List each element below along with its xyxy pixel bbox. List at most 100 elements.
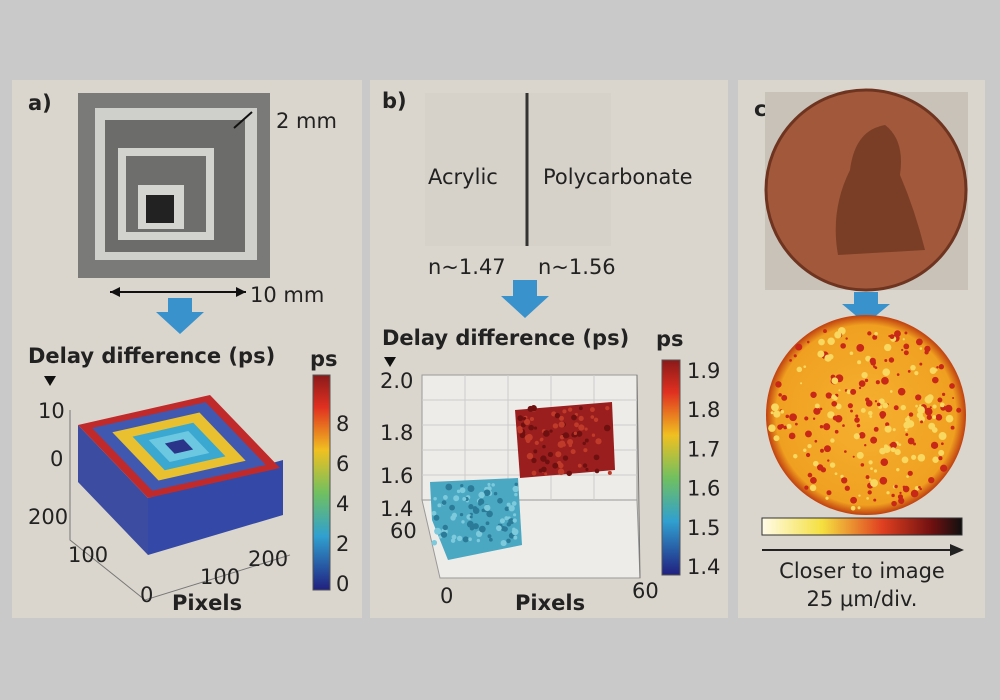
texture <box>807 472 813 478</box>
texture <box>573 431 578 436</box>
texture <box>578 424 585 431</box>
texture <box>511 501 517 506</box>
texture <box>937 397 943 403</box>
texture <box>554 412 561 419</box>
texture <box>930 441 939 449</box>
x-tick-label: 0 <box>440 584 453 608</box>
texture <box>578 415 584 422</box>
texture <box>558 421 565 428</box>
texture <box>956 407 962 413</box>
texture <box>938 456 943 461</box>
texture <box>856 344 865 352</box>
texture <box>431 539 438 546</box>
texture <box>869 357 876 365</box>
texture <box>858 380 866 387</box>
texture <box>500 540 507 547</box>
texture <box>812 417 816 420</box>
texture <box>932 415 937 419</box>
texture <box>857 506 861 510</box>
texture <box>437 503 442 508</box>
texture <box>942 392 946 396</box>
texture <box>533 426 538 430</box>
texture <box>919 347 923 350</box>
texture <box>834 331 842 339</box>
texture <box>910 364 916 371</box>
texture <box>502 526 508 532</box>
texture <box>949 383 955 389</box>
texture <box>800 382 803 385</box>
texture <box>819 407 823 411</box>
panel-label: b) <box>382 89 407 113</box>
texture <box>884 359 888 363</box>
texture <box>483 489 491 497</box>
texture <box>462 536 469 543</box>
texture <box>867 331 872 336</box>
texture <box>786 423 792 429</box>
texture <box>874 331 878 336</box>
texture <box>945 414 954 423</box>
texture <box>472 506 478 512</box>
texture <box>810 391 817 398</box>
texture <box>789 413 797 422</box>
texture <box>578 406 583 411</box>
texture <box>884 343 892 352</box>
texture <box>512 527 516 532</box>
texture <box>896 467 900 472</box>
texture <box>850 496 858 504</box>
texture <box>938 432 947 440</box>
texture <box>495 525 502 532</box>
texture <box>585 467 589 472</box>
x-tick-label: 200 <box>248 547 288 571</box>
texture <box>529 416 535 422</box>
texture <box>903 343 910 350</box>
texture <box>484 504 491 511</box>
texture <box>919 487 922 491</box>
texture <box>940 464 948 472</box>
texture <box>911 454 917 460</box>
texture <box>514 482 518 487</box>
texture <box>915 395 920 399</box>
texture <box>540 455 547 462</box>
texture <box>865 475 870 479</box>
texture <box>780 409 785 414</box>
texture <box>823 423 831 431</box>
texture <box>478 498 485 505</box>
texture <box>499 518 505 524</box>
texture <box>926 394 934 402</box>
texture <box>868 410 873 416</box>
texture <box>506 502 511 507</box>
texture <box>577 463 582 468</box>
texture <box>487 482 491 486</box>
texture <box>559 415 564 421</box>
arrow-head <box>236 287 246 297</box>
texture <box>513 535 518 540</box>
texture <box>901 348 904 352</box>
texture <box>870 479 879 488</box>
texture <box>460 484 464 488</box>
plot-title: Delay difference (ps) <box>28 344 275 368</box>
texture <box>950 425 955 430</box>
texture <box>789 359 792 362</box>
texture <box>773 410 781 418</box>
index-label: n~1.56 <box>538 255 616 279</box>
texture <box>906 475 909 478</box>
texture <box>788 432 796 440</box>
texture <box>557 462 563 468</box>
texture <box>894 484 898 489</box>
texture <box>431 510 437 516</box>
texture <box>456 489 461 494</box>
colorbar-tick-label: 8 <box>336 412 349 436</box>
y-tick-label: 60 <box>390 519 417 543</box>
scale-label: 2 mm <box>276 109 337 133</box>
texture <box>875 380 880 385</box>
texture <box>441 500 447 505</box>
texture <box>584 427 588 431</box>
texture <box>814 403 820 409</box>
texture <box>918 486 921 489</box>
texture <box>904 428 908 432</box>
colorbar-tick-label: 4 <box>336 492 349 516</box>
texture <box>806 340 810 344</box>
texture <box>607 470 612 475</box>
texture <box>941 442 944 446</box>
material-label: Acrylic <box>428 165 498 189</box>
